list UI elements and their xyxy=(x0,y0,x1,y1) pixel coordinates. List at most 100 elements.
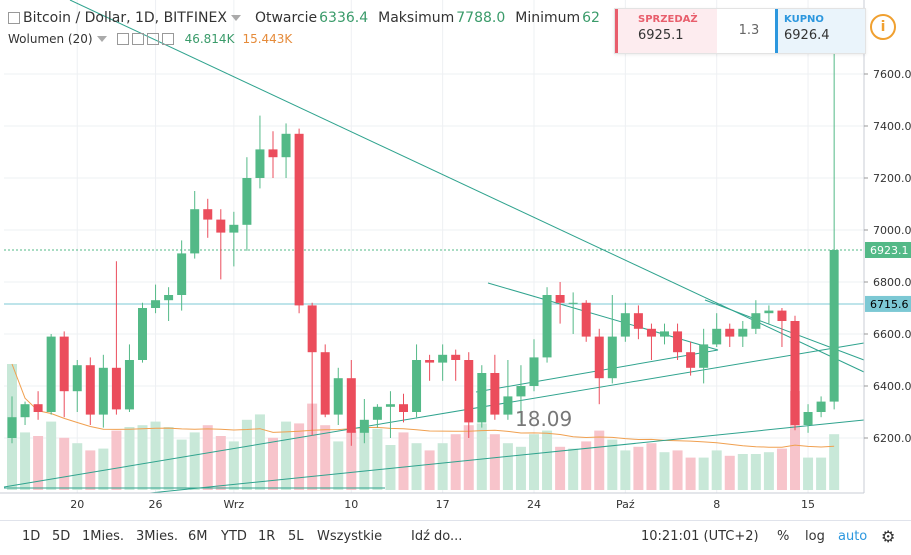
candle[interactable] xyxy=(98,354,108,428)
candle[interactable] xyxy=(320,344,330,418)
candle[interactable] xyxy=(594,328,604,405)
buy-button[interactable]: KUPNO 6926.4 xyxy=(775,9,865,53)
candle[interactable] xyxy=(255,115,265,189)
candle[interactable] xyxy=(673,323,683,360)
info-icon[interactable]: i xyxy=(870,14,896,40)
volume-bar xyxy=(398,432,409,490)
candle[interactable] xyxy=(751,300,761,334)
candle[interactable] xyxy=(216,209,226,280)
candle[interactable] xyxy=(607,295,617,384)
candle[interactable] xyxy=(816,396,826,418)
candle[interactable] xyxy=(72,360,82,412)
candle[interactable] xyxy=(555,282,565,324)
candle[interactable] xyxy=(281,123,291,178)
candle[interactable] xyxy=(464,352,474,438)
candle[interactable] xyxy=(503,360,513,420)
candle[interactable] xyxy=(138,302,147,363)
range-1d[interactable]: 1D xyxy=(22,529,41,544)
candle[interactable] xyxy=(333,367,343,425)
candle[interactable] xyxy=(490,354,500,420)
range-5d[interactable]: 5D xyxy=(52,529,71,544)
candle[interactable] xyxy=(307,302,317,436)
candle[interactable] xyxy=(268,131,278,178)
candle[interactable] xyxy=(164,287,174,321)
auto-toggle[interactable]: auto xyxy=(838,529,868,544)
candle[interactable] xyxy=(451,349,461,381)
volume-bar xyxy=(790,391,800,490)
candle[interactable] xyxy=(764,305,774,324)
log-toggle[interactable]: log xyxy=(805,529,825,544)
candle[interactable] xyxy=(438,344,448,381)
candle[interactable] xyxy=(516,365,526,423)
candle[interactable] xyxy=(346,360,356,446)
candle[interactable] xyxy=(529,339,539,392)
volume-label[interactable]: Wolumen (20) xyxy=(8,32,93,46)
gear-icon[interactable]: ⚙ xyxy=(881,527,896,546)
candle-body xyxy=(281,133,291,158)
candle[interactable] xyxy=(425,354,435,381)
candle[interactable] xyxy=(777,308,787,347)
candle[interactable] xyxy=(359,399,369,444)
candle[interactable] xyxy=(646,323,656,360)
candle[interactable] xyxy=(620,302,630,342)
candle[interactable] xyxy=(46,334,56,415)
candle[interactable] xyxy=(399,393,408,423)
candle[interactable] xyxy=(699,328,709,384)
candle[interactable] xyxy=(790,315,800,431)
range-all[interactable]: Wszystkie xyxy=(317,529,383,544)
candle[interactable] xyxy=(20,401,30,425)
candle[interactable] xyxy=(124,344,134,412)
candle[interactable] xyxy=(151,284,161,314)
collapse-icon[interactable] xyxy=(8,12,20,24)
candle[interactable] xyxy=(33,391,43,420)
candle[interactable] xyxy=(803,404,813,433)
range-5y[interactable]: 5L xyxy=(288,529,304,544)
candle[interactable] xyxy=(229,211,239,267)
chevron-down-icon[interactable] xyxy=(96,36,107,42)
candle[interactable] xyxy=(111,261,121,415)
range-ytd[interactable]: YTD xyxy=(221,529,247,544)
candle[interactable] xyxy=(385,391,395,438)
candle[interactable] xyxy=(660,323,669,345)
sell-button[interactable]: SPRZEDAŻ 6925.1 xyxy=(615,9,717,53)
candle[interactable] xyxy=(477,365,487,428)
volume-bar xyxy=(463,425,474,490)
candle[interactable] xyxy=(633,305,643,340)
candle[interactable] xyxy=(412,344,422,418)
candle[interactable] xyxy=(568,292,578,334)
range-3m[interactable]: 3Mies. xyxy=(136,529,179,544)
candle[interactable] xyxy=(372,404,382,428)
candle[interactable] xyxy=(686,341,696,376)
candle[interactable] xyxy=(738,321,748,347)
percent-toggle[interactable]: % xyxy=(777,529,790,544)
candle[interactable] xyxy=(542,287,552,363)
price-chart[interactable]: 6200.0 6400.0 6600.0 6800.0 7000.0 7200.0 7400… xyxy=(0,0,911,520)
candle[interactable] xyxy=(203,198,213,238)
eye-icon[interactable] xyxy=(116,33,129,45)
candle[interactable] xyxy=(7,396,17,444)
candle[interactable] xyxy=(177,240,187,311)
range-1y[interactable]: 1R xyxy=(258,529,276,544)
candle[interactable] xyxy=(294,128,304,314)
candle[interactable] xyxy=(59,331,69,418)
goto-button[interactable]: Idź do... xyxy=(411,529,463,544)
clock[interactable]: 10:21:01 (UTC+2) xyxy=(641,529,759,544)
more-icon[interactable] xyxy=(161,33,174,45)
remove-icon[interactable] xyxy=(146,33,159,45)
range-1m[interactable]: 1Mies. xyxy=(82,529,125,544)
candle[interactable] xyxy=(190,191,200,259)
chevron-down-icon[interactable] xyxy=(230,15,241,21)
volume-bar xyxy=(176,439,187,490)
volume-value: 46.814K xyxy=(184,32,235,46)
candle[interactable] xyxy=(725,323,735,347)
candle[interactable] xyxy=(712,313,722,347)
range-6m[interactable]: 6M xyxy=(188,529,208,544)
candle[interactable] xyxy=(85,357,95,425)
candle[interactable] xyxy=(581,300,591,342)
volume-bar xyxy=(111,430,122,490)
candle[interactable] xyxy=(242,157,252,251)
candle[interactable] xyxy=(829,24,839,410)
settings-icon[interactable] xyxy=(131,33,144,45)
symbol-title[interactable]: Bitcoin / Dollar, 1D, BITFINEX xyxy=(23,10,227,26)
price-axis-bg xyxy=(864,0,911,520)
